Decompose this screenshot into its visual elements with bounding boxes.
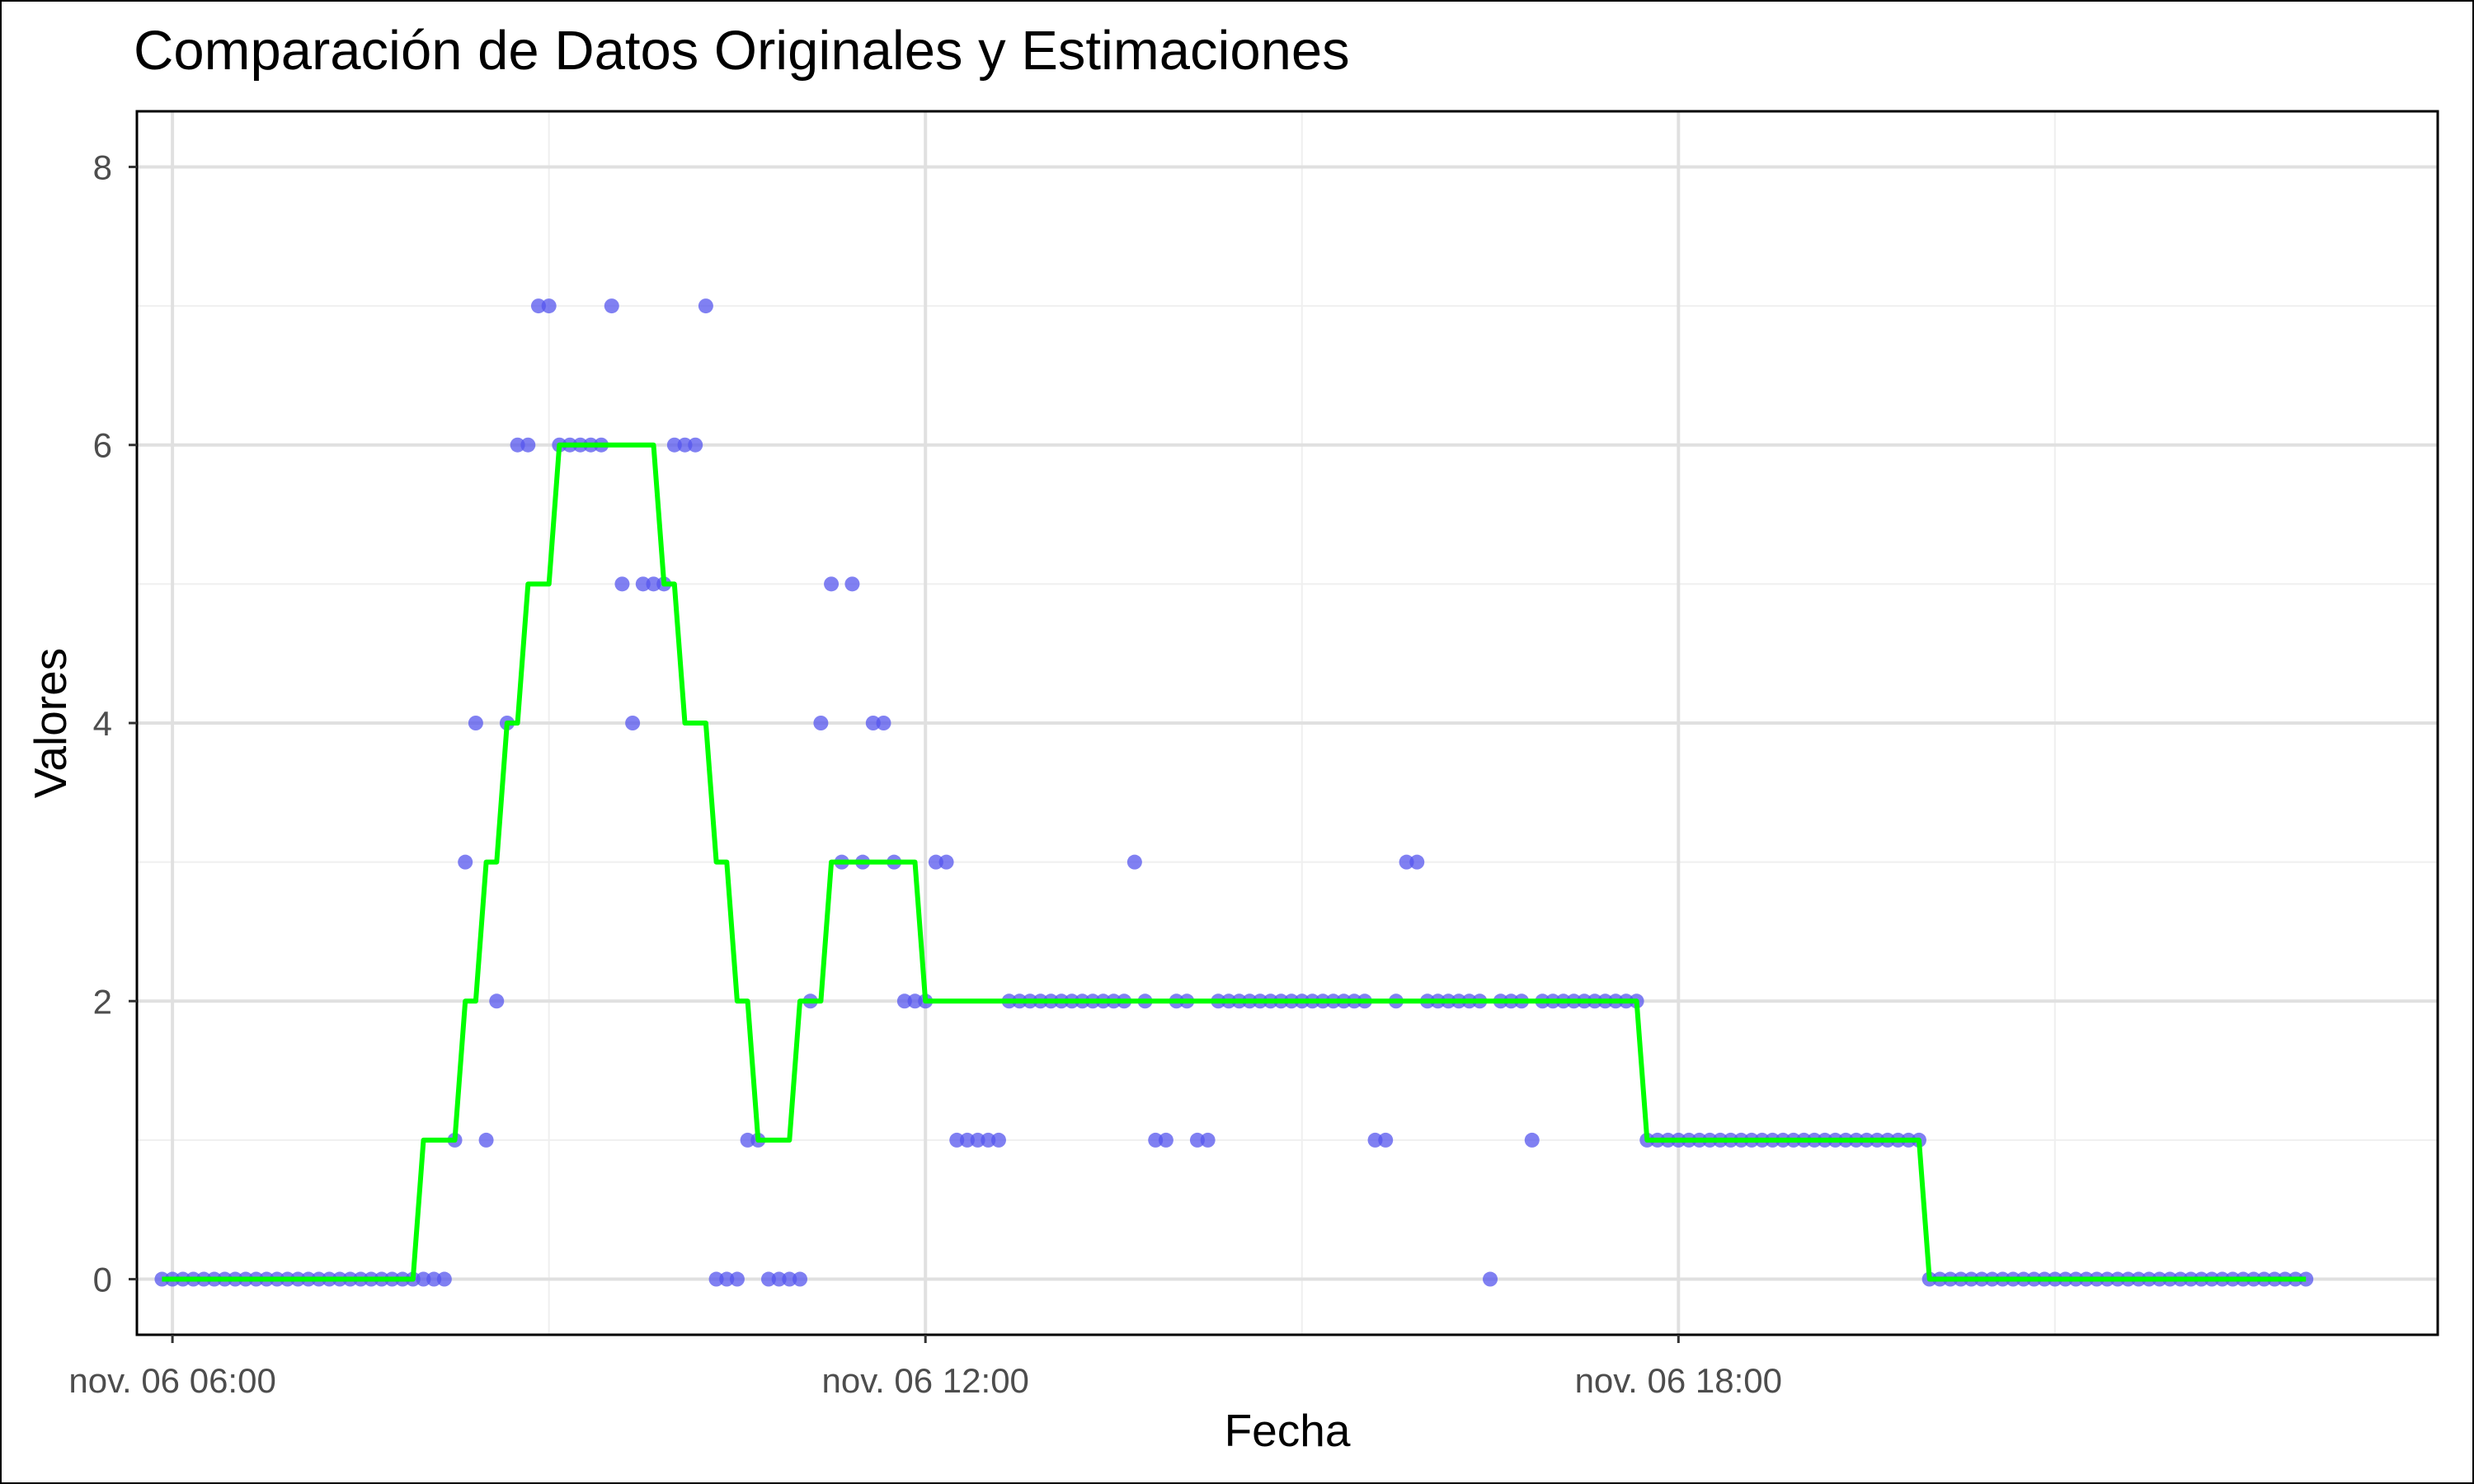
data-point [824, 576, 840, 592]
y-tick-label: 4 [93, 704, 112, 743]
y-tick-label: 8 [93, 148, 112, 186]
data-point [729, 1271, 745, 1287]
data-point [1409, 854, 1425, 870]
data-point [719, 1271, 735, 1287]
data-point [416, 1271, 431, 1287]
data-point [949, 1132, 965, 1148]
x-axis-title: Fecha [1225, 1405, 1351, 1456]
data-point [1524, 1132, 1540, 1148]
data-point [907, 993, 923, 1009]
estimate-line [162, 442, 2307, 1282]
data-point [1126, 854, 1142, 870]
data-point [635, 576, 651, 592]
data-point [740, 1132, 755, 1148]
data-point [782, 1271, 797, 1287]
data-point [1483, 1271, 1498, 1287]
data-point [876, 716, 891, 730]
y-axis-ticks: 0 2 4 6 8 [93, 148, 137, 1299]
data-point [541, 298, 557, 314]
x-tick-label: nov. 06 12:00 [821, 1361, 1028, 1400]
data-point [614, 576, 630, 592]
data-point [970, 1132, 985, 1148]
data-point [677, 437, 693, 453]
data-point [426, 1271, 442, 1287]
data-point [938, 854, 954, 870]
data-point [760, 1271, 776, 1287]
chart-title: Comparación de Datos Originales y Estima… [134, 20, 1350, 82]
estimate-line-layer [162, 442, 2307, 1282]
data-point [896, 993, 912, 1009]
data-point [1200, 1132, 1216, 1148]
data-point [813, 716, 829, 730]
y-tick-label: 2 [93, 982, 112, 1021]
data-point [990, 1132, 1006, 1148]
data-point [1148, 1132, 1164, 1148]
data-point [625, 716, 641, 730]
y-tick-label: 6 [93, 426, 112, 465]
x-axis-ticks: nov. 06 06:00 nov. 06 12:00 nov. 06 18:00 [68, 1335, 1782, 1400]
y-tick-label: 0 [93, 1261, 112, 1299]
data-point [844, 576, 860, 592]
data-point [478, 1132, 494, 1148]
data-point [698, 298, 713, 314]
data-point [1189, 1132, 1205, 1148]
data-point [688, 437, 703, 453]
data-point [865, 716, 881, 730]
data-point [2298, 1271, 2314, 1287]
x-tick-label: nov. 06 18:00 [1575, 1361, 1782, 1400]
data-point [510, 437, 525, 453]
data-point [793, 1271, 808, 1287]
y-axis-title: Valores [25, 648, 76, 798]
data-point [530, 298, 546, 314]
data-point [928, 854, 943, 870]
data-point [468, 716, 483, 730]
data-point [708, 1271, 724, 1287]
data-point [666, 437, 682, 453]
data-point [646, 576, 661, 592]
data-point [489, 993, 505, 1009]
data-point [981, 1132, 996, 1148]
data-point [436, 1271, 452, 1287]
x-tick-label: nov. 06 06:00 [68, 1361, 275, 1400]
data-point [1367, 1132, 1383, 1148]
data-point [1378, 1132, 1394, 1148]
data-point [1158, 1132, 1174, 1148]
data-point [520, 437, 536, 453]
data-point [1399, 854, 1414, 870]
data-point [458, 854, 473, 870]
data-point [771, 1271, 787, 1287]
data-point [604, 298, 619, 314]
data-point [959, 1132, 975, 1148]
